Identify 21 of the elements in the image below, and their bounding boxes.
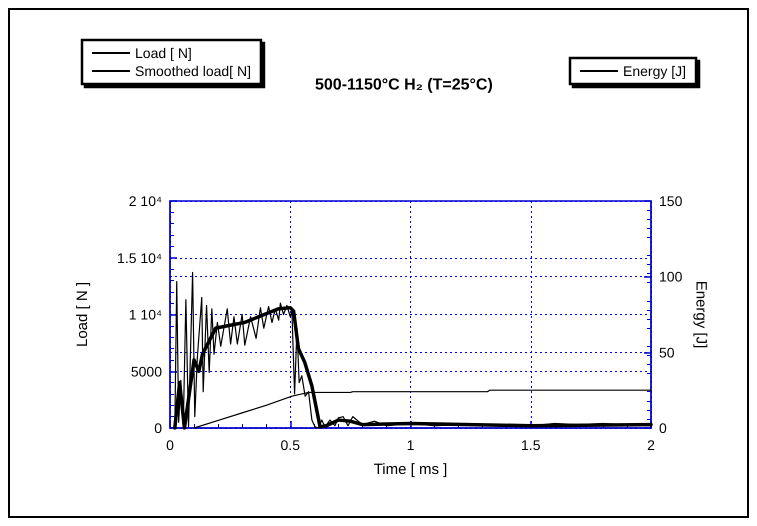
- y-tick-label: 0: [154, 420, 162, 436]
- x-tick-label: 1.5: [521, 437, 541, 453]
- y2-tick-label: 100: [659, 268, 683, 285]
- x-tick-label: 1: [406, 437, 415, 453]
- y-tick-label: 1.5 10⁴: [117, 250, 162, 266]
- x-tick-label: 0: [166, 437, 174, 453]
- legend-label: Energy [J]: [623, 63, 686, 79]
- x-tick-label: 0.5: [280, 437, 300, 453]
- x-axis-title: Time [ ms ]: [374, 461, 448, 478]
- legend-label: Smoothed load[ N]: [135, 63, 251, 79]
- x-tick-label: 2: [647, 437, 656, 453]
- legend-label: Load [ N]: [135, 45, 192, 61]
- y2-tick-label: 50: [659, 344, 675, 360]
- y2-tick-label: 0: [659, 420, 667, 436]
- y-axis-title: Load [ N ]: [74, 282, 91, 348]
- y-tick-label: 5000: [130, 363, 162, 380]
- chart-title: 500-1150°C H₂ (T=25°C): [315, 76, 493, 94]
- y2-axis-title: Energy [J]: [692, 280, 710, 348]
- y-tick-label: 1 10⁴: [128, 306, 162, 322]
- y2-tick-label: 150: [659, 193, 683, 209]
- y-tick-label: 2 10⁴: [128, 193, 162, 209]
